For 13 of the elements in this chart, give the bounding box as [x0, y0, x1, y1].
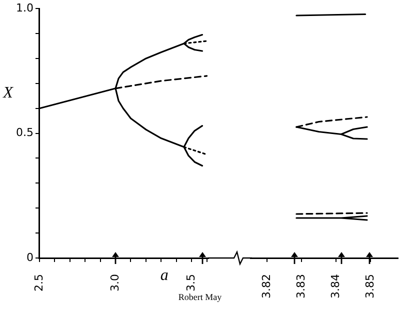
x-tick-label: 3.85 — [363, 274, 376, 298]
x-tick-label: 3.5 — [184, 274, 198, 292]
y-tick-label: 0 — [26, 250, 34, 264]
x-axis-title: a — [160, 267, 168, 284]
y-axis-title: X — [2, 84, 14, 102]
text: Robert May — [178, 292, 222, 302]
x-tick-label: 2.5 — [32, 274, 46, 292]
x-tick-label: 3.84 — [328, 274, 342, 298]
x-tick-label: 3.83 — [294, 274, 308, 298]
x-tick-label: 3.82 — [260, 274, 274, 298]
x-tick-label: 3.0 — [108, 274, 122, 292]
y-tick-label: 0.5 — [16, 126, 34, 140]
y-tick-label: 1.0 — [16, 1, 34, 14]
